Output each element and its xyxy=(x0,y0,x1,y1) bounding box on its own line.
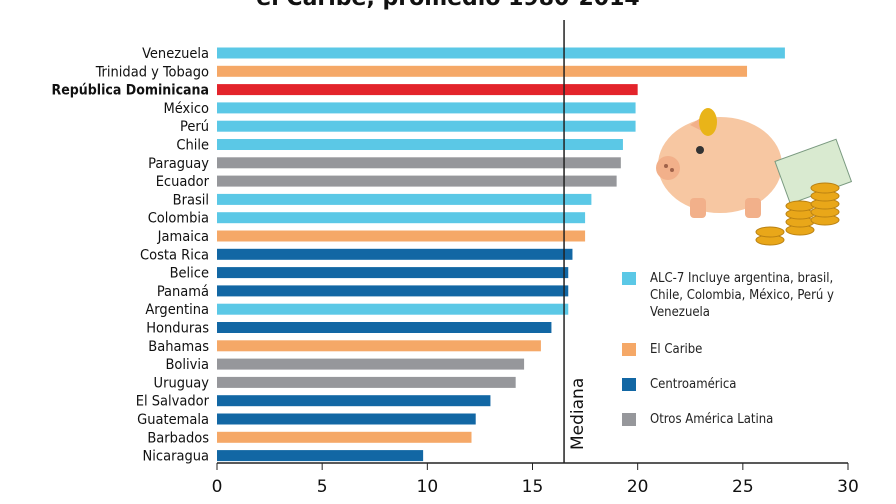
x-tick-label: 5 xyxy=(317,477,328,497)
category-label: Guatemala xyxy=(137,412,209,428)
legend-swatch xyxy=(622,272,636,285)
bar xyxy=(217,102,636,114)
bar xyxy=(217,358,525,370)
category-label: Costa Rica xyxy=(140,247,209,263)
legend-label: Centroamérica xyxy=(650,377,737,392)
bar xyxy=(217,248,573,260)
bar xyxy=(217,376,516,388)
category-label: Venezuela xyxy=(142,46,209,62)
bar xyxy=(217,431,472,443)
category-label: Colombia xyxy=(148,211,209,227)
bar xyxy=(217,303,569,315)
category-label: Bahamas xyxy=(148,339,209,355)
legend-swatch xyxy=(622,413,636,426)
bar xyxy=(217,413,476,425)
category-label: Perú xyxy=(180,119,209,135)
bar xyxy=(217,450,424,462)
median-label: Mediana xyxy=(568,378,588,450)
x-tick-label: 25 xyxy=(732,477,754,497)
legend-label: Otros América Latina xyxy=(650,412,774,427)
category-label: Belice xyxy=(170,266,209,282)
bar xyxy=(217,157,621,169)
legend-label: El Caribe xyxy=(650,342,703,357)
bar xyxy=(217,139,623,150)
bar xyxy=(217,193,592,205)
bar xyxy=(217,267,569,279)
category-label: Brasil xyxy=(173,192,209,208)
bar xyxy=(217,47,785,59)
bar xyxy=(217,175,617,187)
category-label: Nicaragua xyxy=(143,449,209,465)
category-label: Panamá xyxy=(157,284,209,300)
legend-swatch xyxy=(622,343,636,356)
category-label: Jamaica xyxy=(157,229,209,245)
bar xyxy=(217,285,569,297)
piggy-bank-illustration xyxy=(656,108,853,246)
category-label: Ecuador xyxy=(156,174,210,190)
category-label: Paraguay xyxy=(148,156,209,172)
category-label: El Salvador xyxy=(136,394,210,410)
legend-label: ALC-7 Incluye argentina, brasil, Chile, … xyxy=(650,271,834,320)
bar xyxy=(217,120,636,132)
bar xyxy=(217,230,586,242)
bar xyxy=(217,65,748,77)
x-tick-label: 0 xyxy=(212,477,223,497)
category-label: Argentina xyxy=(145,302,209,318)
bar xyxy=(217,322,552,333)
category-label: Chile xyxy=(176,138,209,154)
legend-swatch xyxy=(622,378,636,391)
bar xyxy=(217,212,586,224)
x-tick-label: 20 xyxy=(627,477,649,497)
category-label: Barbados xyxy=(147,430,209,446)
category-label: Trinidad y Tobago xyxy=(95,64,209,80)
x-tick-label: 30 xyxy=(837,477,859,497)
x-tick-label: 10 xyxy=(417,477,439,497)
chart-title: el Caribe, promedio 1980-2014 xyxy=(0,0,896,11)
category-label: República Dominicana xyxy=(52,83,209,99)
category-label: Honduras xyxy=(146,321,209,337)
bar xyxy=(217,395,491,407)
bar xyxy=(217,84,638,96)
category-label: Uruguay xyxy=(154,375,210,391)
category-label: Bolivia xyxy=(165,357,209,373)
x-tick-label: 15 xyxy=(522,477,544,497)
bar xyxy=(217,340,541,352)
category-label: México xyxy=(163,101,209,117)
